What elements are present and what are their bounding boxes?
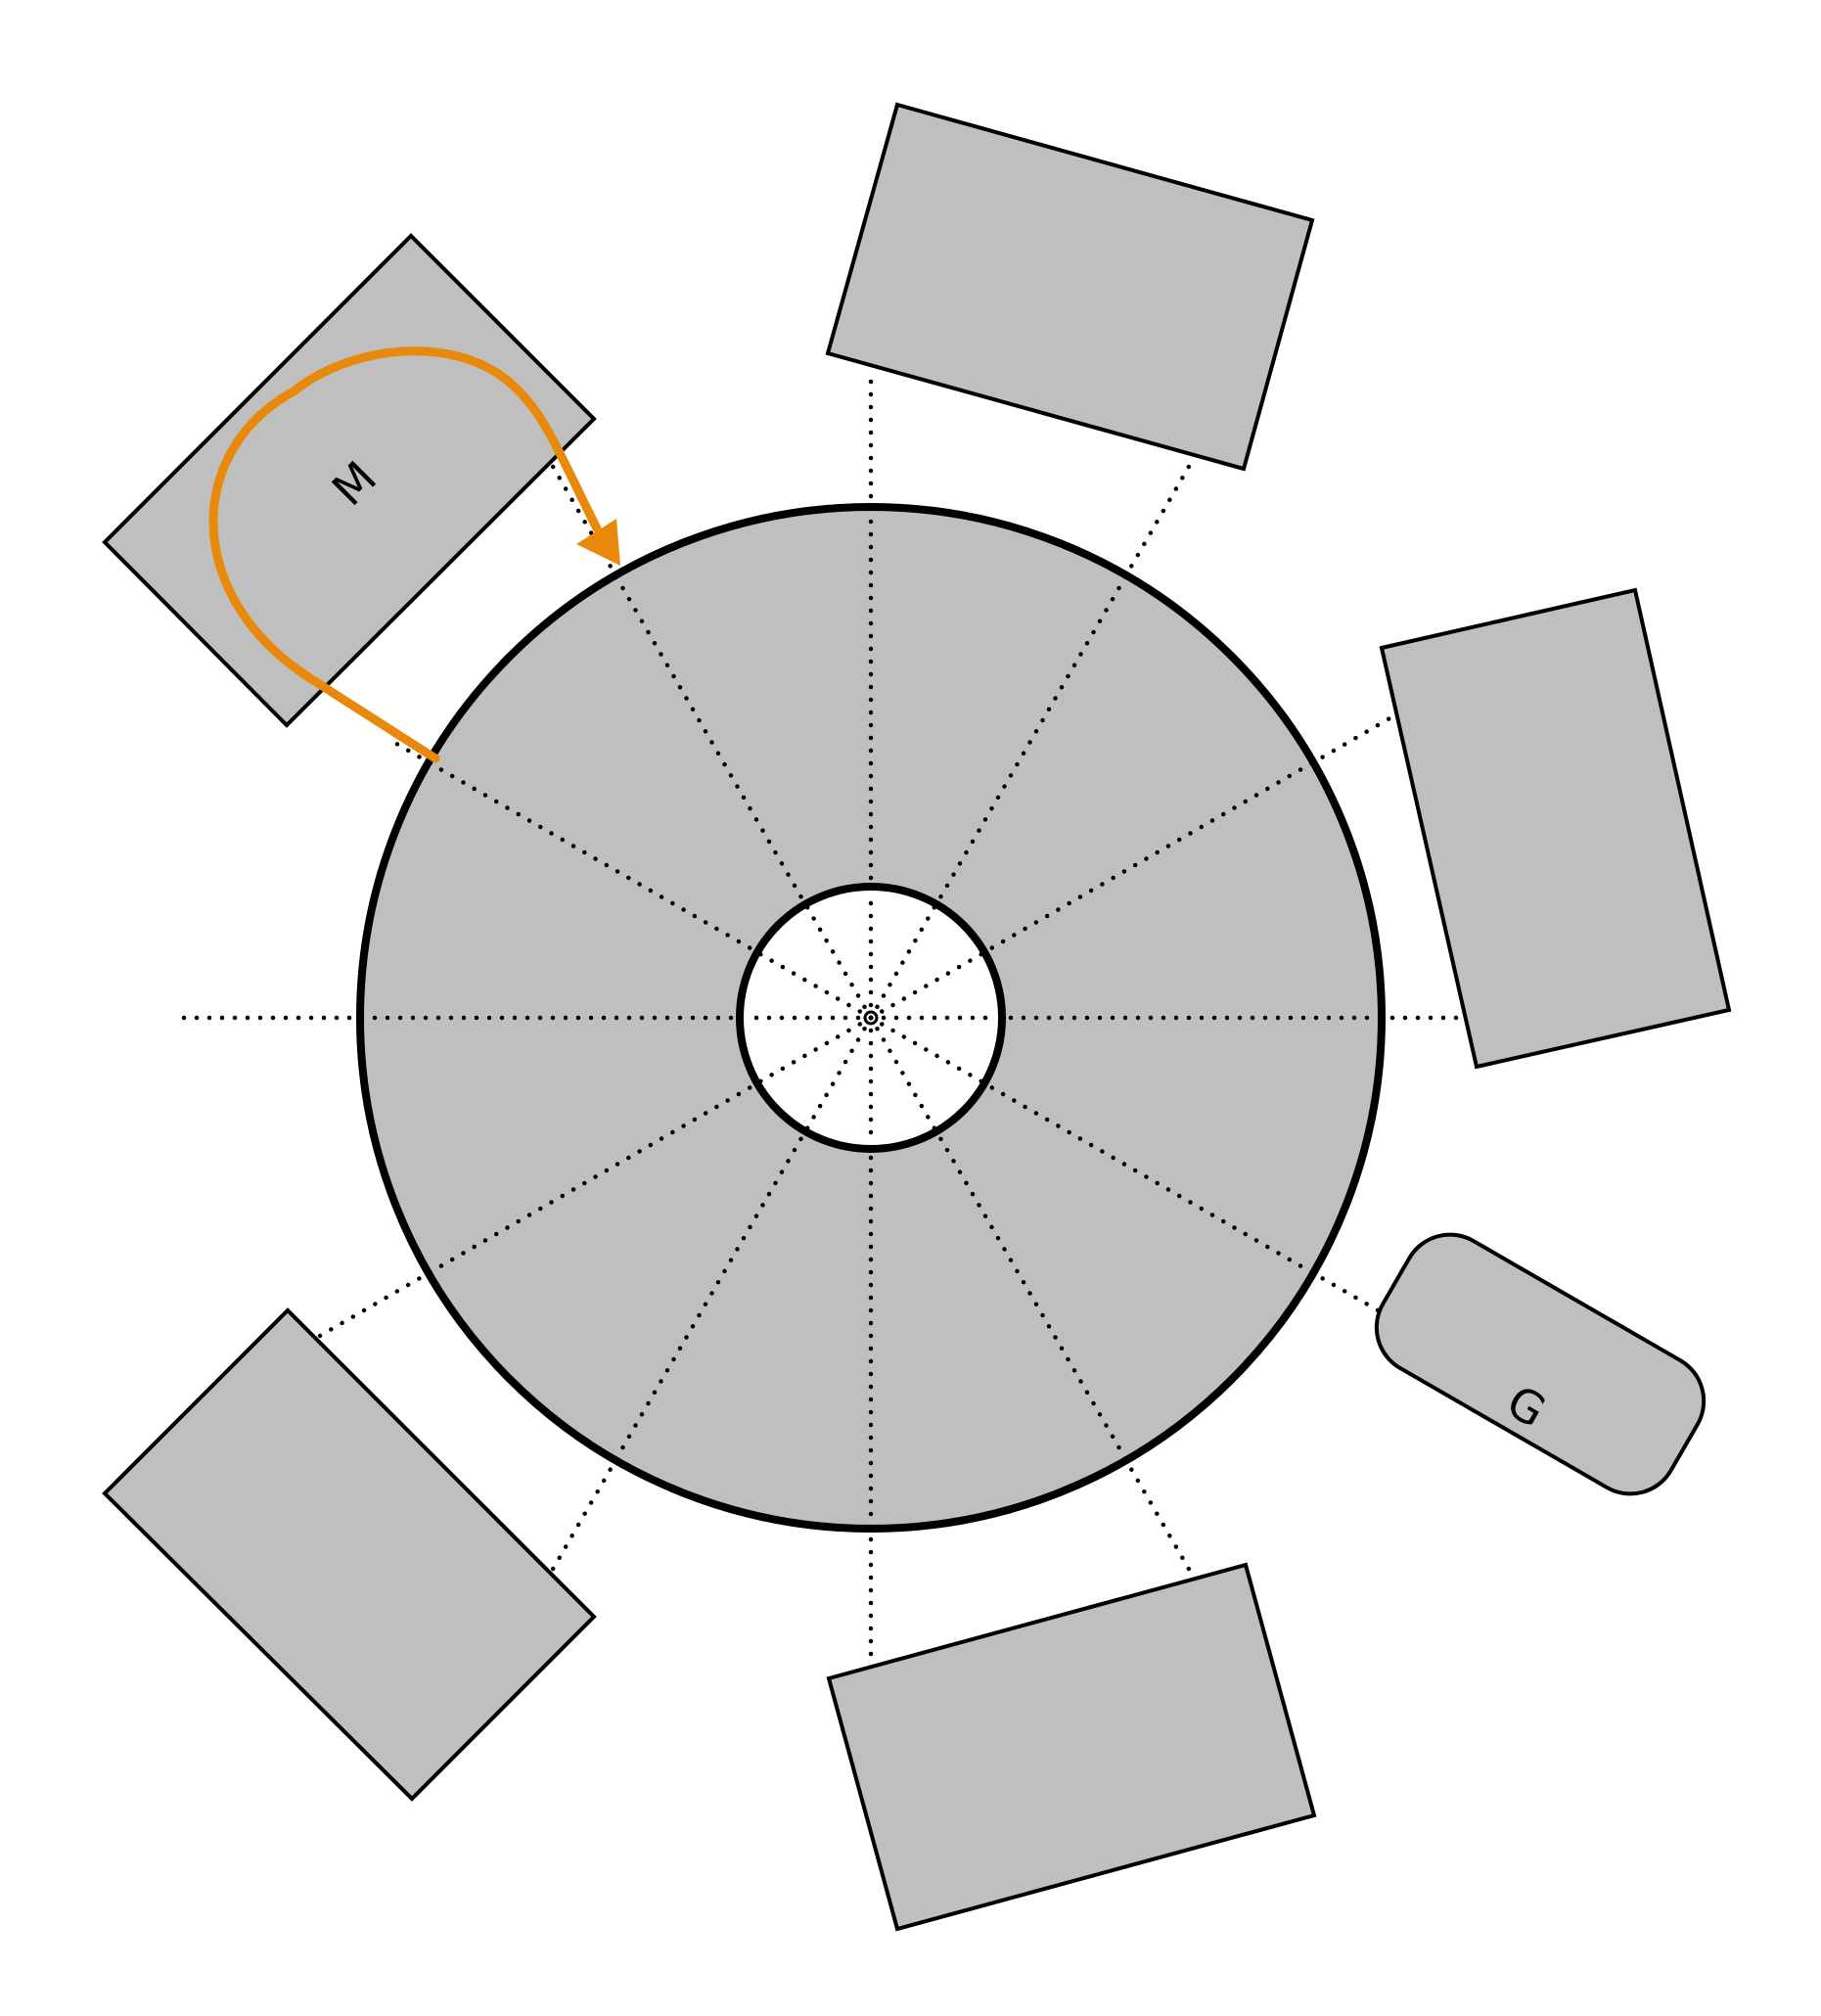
table-guide-lines: [357, 504, 1385, 1532]
station-bottom: [826, 1562, 1317, 1932]
transfer-path-arrowhead: [576, 519, 620, 566]
table-guide-bottom-left: [613, 1015, 874, 1463]
hub-guide: [868, 1015, 937, 1131]
hub-guide: [868, 1015, 984, 1084]
table-guide-top-right: [868, 573, 1129, 1021]
table-guide-right-upper: [868, 759, 1316, 1021]
station-top: [825, 102, 1315, 472]
table-guide-bottom-right: [868, 1015, 1129, 1463]
hub-guide: [757, 1015, 874, 1084]
hub-guide: [757, 951, 874, 1021]
table-guide-right-lower: [868, 1015, 1316, 1276]
hub-guide: [804, 904, 874, 1021]
center-point: [863, 1010, 879, 1026]
transfer-path-curve: [208, 346, 602, 763]
table-guide-top-left: [613, 573, 874, 1021]
hub-guide: [804, 1015, 874, 1131]
transfer-path: [208, 346, 620, 763]
table-guide-left-upper: [426, 759, 874, 1021]
station-gripper: G: [1374, 1232, 1707, 1496]
hub-guide: [868, 951, 984, 1021]
station-gripper-block: [1374, 1232, 1707, 1496]
station-right: [1379, 587, 1732, 1070]
station-bottom-left: [102, 1307, 597, 1802]
hub-guide: [868, 904, 937, 1021]
hub-guide-lines: [741, 888, 1001, 1148]
table-guide-left-lower: [426, 1015, 874, 1276]
